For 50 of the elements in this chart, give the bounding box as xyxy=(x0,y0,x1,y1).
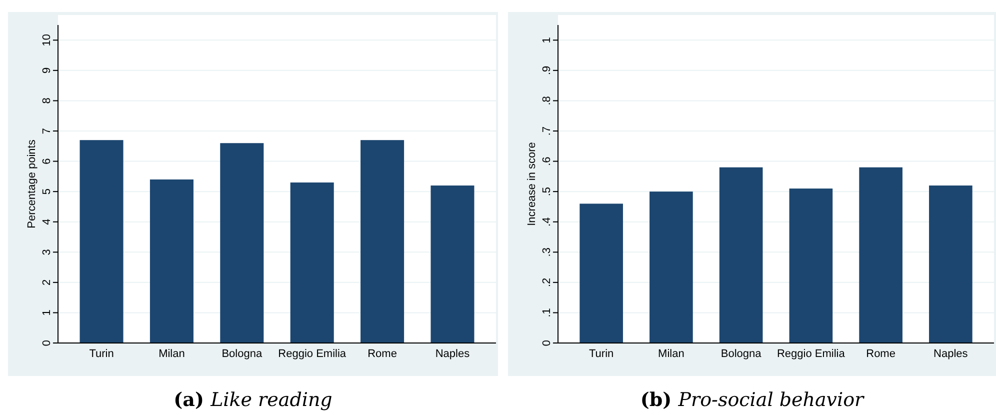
bar xyxy=(789,188,833,343)
x-tick-label: Reggio Emilia xyxy=(278,348,347,360)
bar xyxy=(150,179,194,343)
y-tick-label: 7 xyxy=(41,128,53,134)
x-tick-label: Milan xyxy=(658,348,684,360)
bar xyxy=(220,143,264,343)
y-tick-label: .2 xyxy=(541,278,553,288)
y-tick-label: 2 xyxy=(41,279,53,286)
y-tick-label: 8 xyxy=(41,98,53,104)
x-tick-label: Turin xyxy=(89,348,114,360)
y-axis-title: Percentage points xyxy=(26,139,38,228)
y-tick-label: 9 xyxy=(41,67,53,74)
x-tick-label: Turin xyxy=(588,348,614,360)
bar xyxy=(430,186,474,343)
x-tick-label: Rome xyxy=(866,348,896,360)
y-tick-label: .6 xyxy=(541,156,553,166)
y-tick-label: .3 xyxy=(541,248,553,257)
bar xyxy=(719,167,763,343)
y-tick-label: 4 xyxy=(41,218,53,225)
y-tick-label: 6 xyxy=(41,158,53,164)
x-tick-label: Bologna xyxy=(720,348,762,360)
bar xyxy=(290,182,334,343)
y-axis-title: Increase in score xyxy=(526,142,538,226)
y-tick-label: 1 xyxy=(541,37,553,44)
y-tick-label: .5 xyxy=(541,186,553,196)
x-tick-label: Reggio Emilia xyxy=(777,348,846,360)
bar xyxy=(580,204,623,343)
x-tick-label: Naples xyxy=(934,348,968,360)
text: (a) Like reading xyxy=(174,389,332,411)
x-tick-label: Rome xyxy=(368,348,397,360)
y-tick-label: .8 xyxy=(541,96,553,106)
y-tick-label: 5 xyxy=(41,188,53,195)
y-tick-label: 3 xyxy=(41,249,53,256)
x-tick-label: Bologna xyxy=(222,348,263,360)
bar xyxy=(859,167,902,343)
bar xyxy=(929,186,972,343)
text: (b) Pro-social behavior xyxy=(640,389,866,411)
bar xyxy=(650,192,693,343)
x-tick-label: Milan xyxy=(158,348,185,360)
y-tick-label: 0 xyxy=(41,340,53,346)
y-tick-label: .1 xyxy=(541,308,553,318)
y-tick-label: 0 xyxy=(541,340,553,346)
y-tick-label: .4 xyxy=(541,217,553,226)
x-tick-label: Naples xyxy=(435,348,470,360)
bar xyxy=(360,140,404,343)
y-tick-label: 10 xyxy=(41,34,53,46)
y-tick-label: .7 xyxy=(541,126,553,136)
y-tick-label: .9 xyxy=(541,66,553,76)
bar xyxy=(80,140,124,343)
y-tick-label: 1 xyxy=(41,310,53,316)
